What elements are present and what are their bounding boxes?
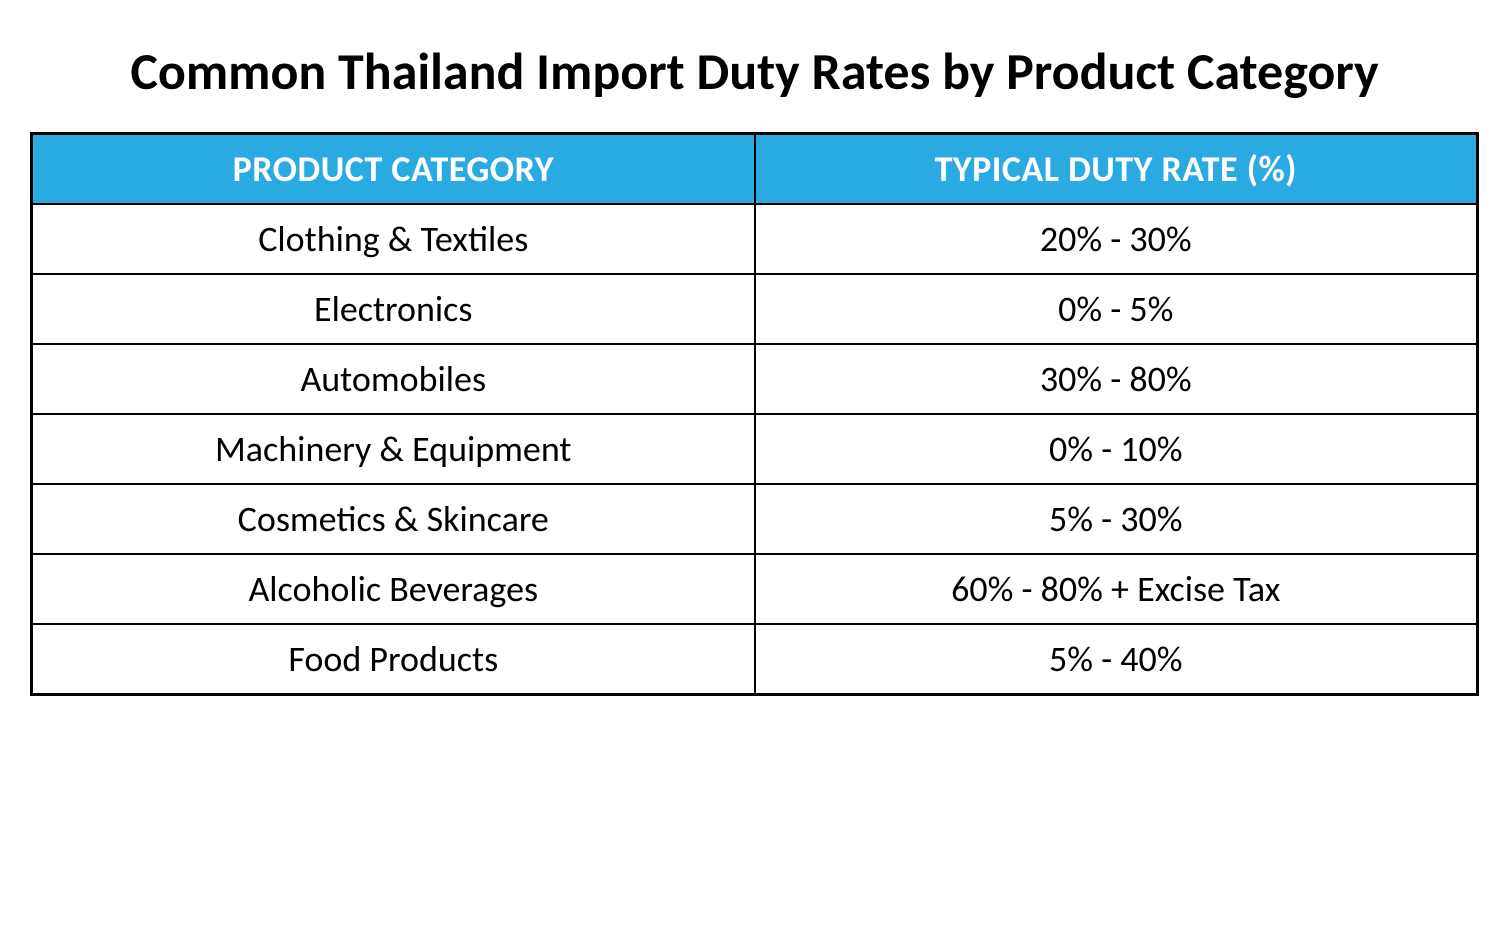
cell-rate: 0% - 10%: [755, 414, 1478, 484]
cell-category: Machinery & Equipment: [32, 414, 755, 484]
document-container: Common Thailand Import Duty Rates by Pro…: [30, 30, 1479, 696]
table-row: Alcoholic Beverages 60% - 80% + Excise T…: [32, 554, 1478, 624]
cell-category: Cosmetics & Skincare: [32, 484, 755, 554]
cell-category: Alcoholic Beverages: [32, 554, 755, 624]
cell-category: Electronics: [32, 274, 755, 344]
table-row: Machinery & Equipment 0% - 10%: [32, 414, 1478, 484]
cell-rate: 0% - 5%: [755, 274, 1478, 344]
cell-category: Automobiles: [32, 344, 755, 414]
table-row: Clothing & Textiles 20% - 30%: [32, 204, 1478, 274]
table-row: Food Products 5% - 40%: [32, 624, 1478, 695]
cell-rate: 5% - 40%: [755, 624, 1478, 695]
table-row: Automobiles 30% - 80%: [32, 344, 1478, 414]
cell-rate: 20% - 30%: [755, 204, 1478, 274]
cell-category: Clothing & Textiles: [32, 204, 755, 274]
cell-category: Food Products: [32, 624, 755, 695]
duty-rates-table: PRODUCT CATEGORY TYPICAL DUTY RATE (%) C…: [30, 132, 1479, 696]
cell-rate: 5% - 30%: [755, 484, 1478, 554]
cell-rate: 30% - 80%: [755, 344, 1478, 414]
page-title: Common Thailand Import Duty Rates by Pro…: [30, 30, 1479, 112]
column-header-category: PRODUCT CATEGORY: [32, 134, 755, 205]
table-row: Cosmetics & Skincare 5% - 30%: [32, 484, 1478, 554]
column-header-rate: TYPICAL DUTY RATE (%): [755, 134, 1478, 205]
table-row: Electronics 0% - 5%: [32, 274, 1478, 344]
cell-rate: 60% - 80% + Excise Tax: [755, 554, 1478, 624]
table-header-row: PRODUCT CATEGORY TYPICAL DUTY RATE (%): [32, 134, 1478, 205]
